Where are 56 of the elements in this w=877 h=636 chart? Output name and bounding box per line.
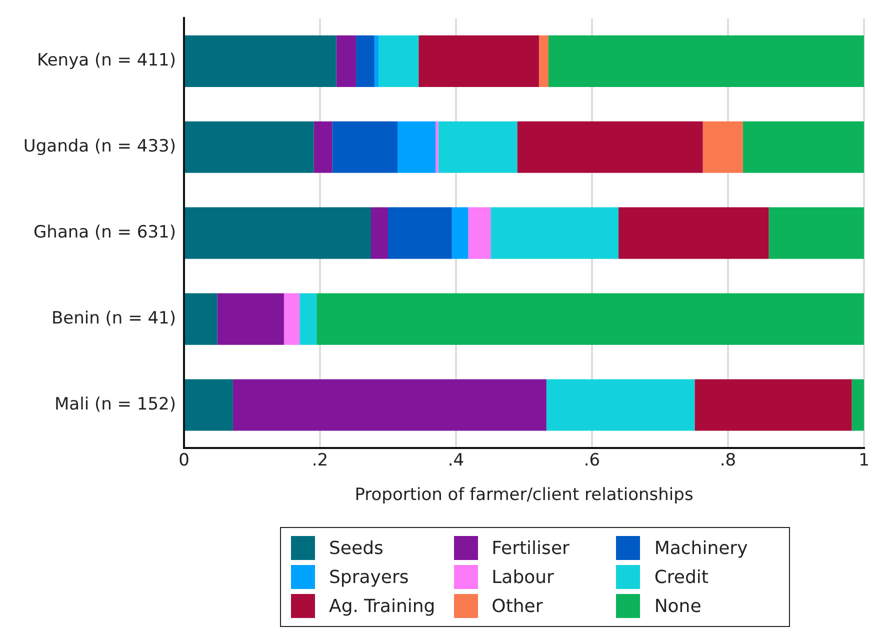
- bar: [185, 207, 371, 259]
- y-tick-label: Benin (n = 41): [51, 308, 176, 328]
- x-tick-label: .8: [720, 450, 736, 471]
- bar: [314, 121, 332, 173]
- bar: [185, 121, 314, 173]
- legend-label: Fertiliser: [492, 538, 570, 558]
- bar: [217, 293, 284, 345]
- bar: [618, 207, 769, 259]
- bar: [185, 379, 233, 431]
- y-tick-label: Kenya (n = 411): [37, 50, 176, 71]
- y-tick-label: Ghana (n = 631): [34, 222, 176, 243]
- legend-label: Seeds: [329, 538, 384, 558]
- bar: [336, 35, 356, 87]
- bar: [388, 207, 452, 259]
- bar: [768, 207, 864, 259]
- bar: [852, 379, 864, 431]
- bar: [185, 35, 336, 87]
- bar: [284, 293, 300, 345]
- x-tick-label: .6: [584, 450, 600, 471]
- legend-label: Ag. Training: [329, 596, 436, 616]
- bar: [418, 35, 539, 87]
- x-tick-label: 1: [858, 450, 870, 471]
- legend-label: Credit: [654, 566, 708, 588]
- bar: [374, 35, 378, 87]
- legend-label: Sprayers: [329, 566, 409, 588]
- legend-label: None: [654, 596, 702, 616]
- bar: [694, 379, 852, 431]
- bar: [490, 207, 619, 259]
- x-axis-title: Proportion of farmer/client relationships: [354, 485, 694, 506]
- x-tick-label: .4: [448, 450, 464, 471]
- bar: [232, 379, 546, 431]
- bar: [538, 35, 548, 87]
- bar: [548, 35, 864, 87]
- bar: [356, 35, 374, 87]
- bar: [436, 121, 438, 173]
- bar: [332, 121, 398, 173]
- bar: [546, 379, 695, 431]
- bar: [378, 35, 419, 87]
- bar: [185, 293, 218, 345]
- legend-label: Machinery: [654, 538, 748, 558]
- bar: [316, 293, 864, 345]
- y-tick-label: Uganda (n = 433): [23, 136, 176, 157]
- bar: [702, 121, 743, 173]
- bar: [371, 207, 388, 259]
- bar: [452, 207, 468, 259]
- bar: [300, 293, 317, 345]
- bar: [517, 121, 703, 173]
- legend-label: Other: [492, 596, 543, 616]
- y-tick-label: Mali (n = 152): [54, 394, 176, 414]
- bar: [398, 121, 436, 173]
- x-tick-label: .2: [312, 450, 328, 471]
- legend-label: Labour: [492, 566, 554, 588]
- x-tick-label: 0: [178, 450, 190, 471]
- bar: [468, 207, 491, 259]
- bar: [742, 121, 864, 173]
- bar: [438, 121, 518, 173]
